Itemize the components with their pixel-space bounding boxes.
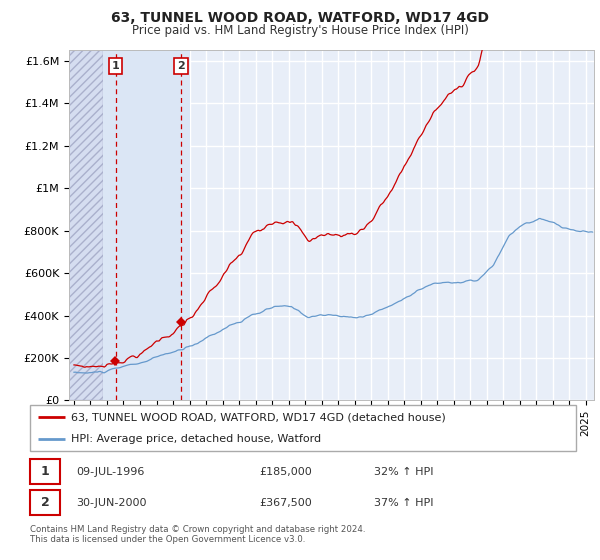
Text: 32% ↑ HPI: 32% ↑ HPI (374, 466, 433, 477)
Text: 63, TUNNEL WOOD ROAD, WATFORD, WD17 4GD (detached house): 63, TUNNEL WOOD ROAD, WATFORD, WD17 4GD … (71, 412, 446, 422)
Text: Contains HM Land Registry data © Crown copyright and database right 2024.
This d: Contains HM Land Registry data © Crown c… (30, 525, 365, 544)
Text: Price paid vs. HM Land Registry's House Price Index (HPI): Price paid vs. HM Land Registry's House … (131, 24, 469, 36)
Text: 1: 1 (112, 61, 119, 71)
Text: 09-JUL-1996: 09-JUL-1996 (76, 466, 145, 477)
Text: 30-JUN-2000: 30-JUN-2000 (76, 498, 147, 508)
Text: 37% ↑ HPI: 37% ↑ HPI (374, 498, 433, 508)
Text: HPI: Average price, detached house, Watford: HPI: Average price, detached house, Watf… (71, 435, 321, 444)
Bar (103, 50, 190, 400)
Text: 2: 2 (177, 61, 185, 71)
Bar (30, 490, 60, 515)
Text: 63, TUNNEL WOOD ROAD, WATFORD, WD17 4GD: 63, TUNNEL WOOD ROAD, WATFORD, WD17 4GD (111, 11, 489, 25)
Text: 2: 2 (41, 496, 49, 509)
Text: £185,000: £185,000 (259, 466, 312, 477)
Bar (30, 459, 60, 484)
Text: £367,500: £367,500 (259, 498, 312, 508)
Text: 1: 1 (41, 465, 49, 478)
